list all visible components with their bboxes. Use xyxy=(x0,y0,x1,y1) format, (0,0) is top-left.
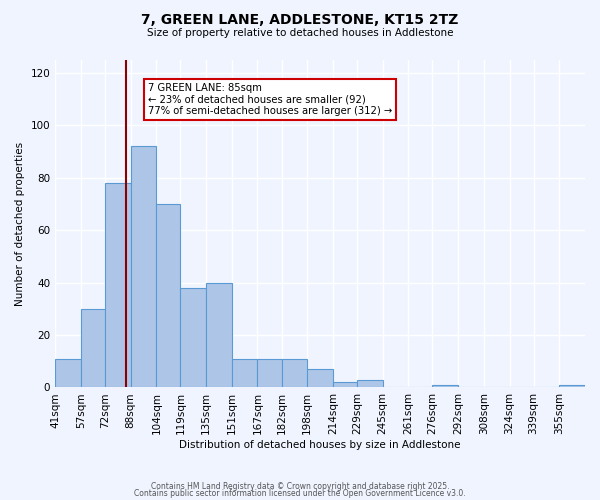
Y-axis label: Number of detached properties: Number of detached properties xyxy=(15,142,25,306)
Bar xyxy=(433,385,458,388)
Bar xyxy=(157,204,181,388)
Bar xyxy=(281,358,307,388)
Bar xyxy=(81,309,105,388)
Bar xyxy=(55,358,81,388)
Bar xyxy=(307,369,333,388)
Bar xyxy=(333,382,357,388)
Text: Contains public sector information licensed under the Open Government Licence v3: Contains public sector information licen… xyxy=(134,488,466,498)
Bar xyxy=(105,183,131,388)
Bar xyxy=(131,146,157,388)
Text: Size of property relative to detached houses in Addlestone: Size of property relative to detached ho… xyxy=(147,28,453,38)
X-axis label: Distribution of detached houses by size in Addlestone: Distribution of detached houses by size … xyxy=(179,440,461,450)
Bar xyxy=(206,282,232,388)
Text: 7 GREEN LANE: 85sqm
← 23% of detached houses are smaller (92)
77% of semi-detach: 7 GREEN LANE: 85sqm ← 23% of detached ho… xyxy=(148,83,392,116)
Bar xyxy=(232,358,257,388)
Bar xyxy=(357,380,383,388)
Bar xyxy=(181,288,206,388)
Bar xyxy=(559,385,585,388)
Bar xyxy=(257,358,281,388)
Text: 7, GREEN LANE, ADDLESTONE, KT15 2TZ: 7, GREEN LANE, ADDLESTONE, KT15 2TZ xyxy=(142,12,458,26)
Text: Contains HM Land Registry data © Crown copyright and database right 2025.: Contains HM Land Registry data © Crown c… xyxy=(151,482,449,491)
